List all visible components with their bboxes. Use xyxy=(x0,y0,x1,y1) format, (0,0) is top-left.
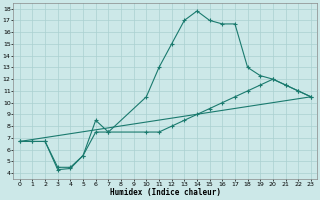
X-axis label: Humidex (Indice chaleur): Humidex (Indice chaleur) xyxy=(110,188,221,197)
